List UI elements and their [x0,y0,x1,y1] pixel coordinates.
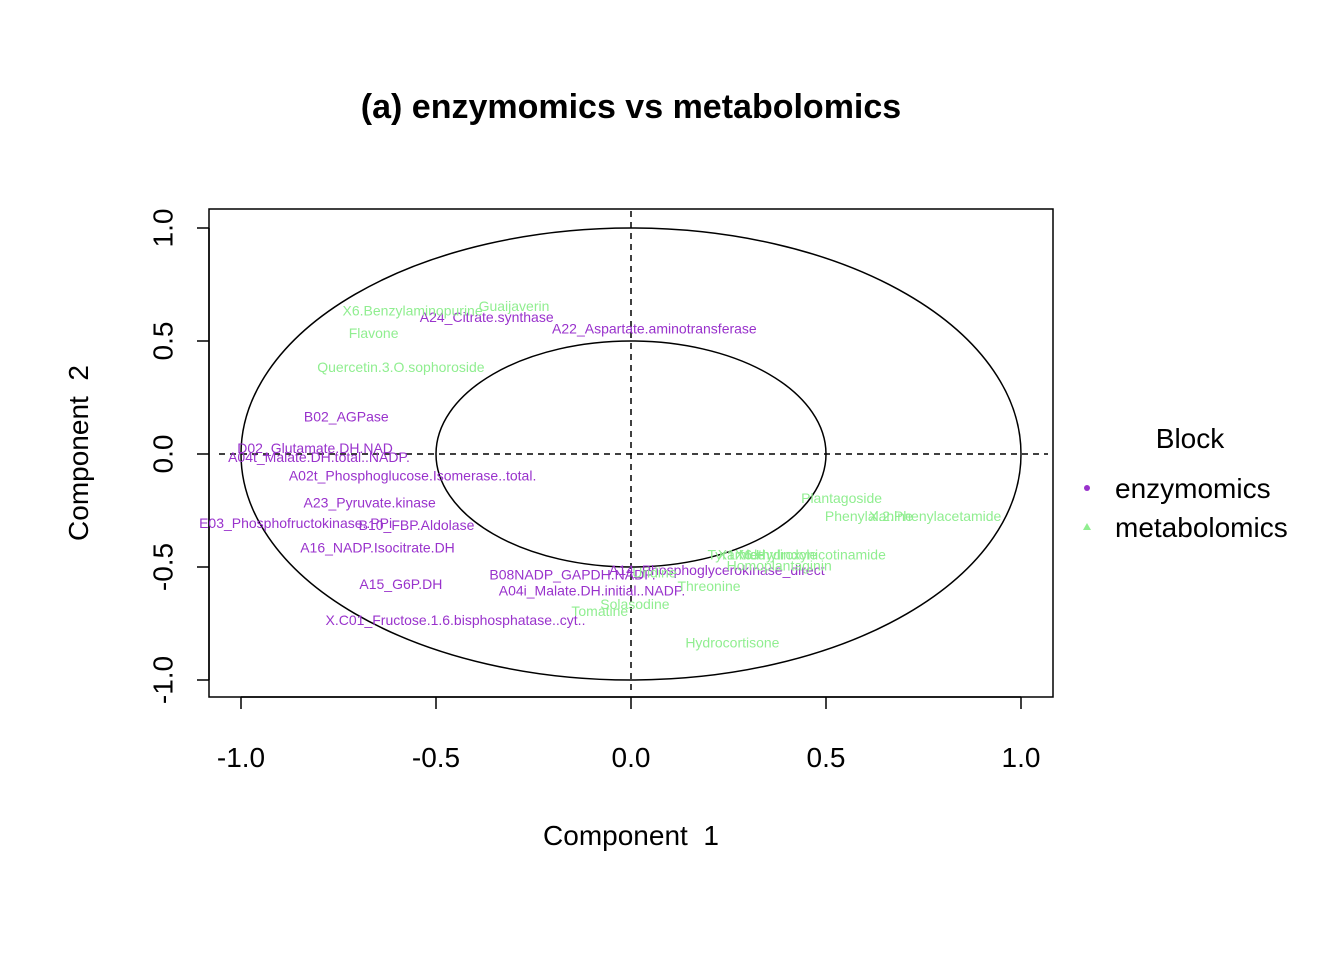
legend: Block enzymomics metabolomics [1083,423,1288,543]
point-label: A16_NADP.Isocitrate.DH [300,540,455,556]
point-label: X.2.Phenylacetamide [869,508,1002,524]
chart-title: (a) enzymomics vs metabolomics [361,88,901,126]
variable-labels: A24_Citrate.synthaseA22_Aspartate.aminot… [199,298,1001,651]
point-label: E03_Phosphofructokinase..PPi [199,515,392,531]
point-label: X.C01_Fructose.1.6.bisphosphatase..cyt.. [326,612,586,628]
x-tick-label: -0.5 [412,742,460,773]
point-label: Hydrocortisone [685,635,779,651]
y-tick-label: 0.5 [147,322,178,361]
point-label: A23_Pyruvate.kinase [304,494,437,510]
y-tick-label: -0.5 [147,543,178,591]
point-label: B02_AGPase [304,409,389,425]
point-label: D02_Glutamate.DH.NAD [237,440,393,456]
legend-marker-enzymomics [1084,485,1090,491]
x-tick-label: 1.0 [1002,742,1041,773]
legend-marker-metabolomics [1083,523,1091,530]
point-label: A04i_Malate.DH.initial..NADP. [499,583,686,599]
y-axis-label: Component 2 [63,365,94,541]
point-label: Tyramide [708,546,766,562]
y-axis: -1.0 -0.5 0.0 0.5 1.0 [147,209,210,704]
legend-label: metabolomics [1115,512,1288,543]
x-axis: -1.0 -0.5 0.0 0.5 1.0 [217,696,1041,773]
point-label: Tomatine [571,603,628,619]
point-label: A22_Aspartate.aminotransferase [552,320,757,336]
point-label: Quercetin.3.O.sophoroside [317,359,485,375]
x-tick-label: -1.0 [217,742,265,773]
point-label: B08NADP_GAPDH.NADP. [489,567,655,583]
y-tick-label: -1.0 [147,656,178,704]
point-label: A02t_Phosphoglucose.Isomerase..total. [289,467,537,483]
point-label: A04t_Malate.DH.total..NADP. [228,449,410,465]
point-label: Flavone [349,325,399,341]
point-label: X6.Hydroxynicotinamide [735,546,886,562]
point-label: Uridine [632,564,677,580]
y-tick-label: 1.0 [147,209,178,248]
point-label: A24_Citrate.synthase [420,309,554,325]
y-tick-label: 0.0 [147,435,178,474]
x-tick-label: 0.0 [612,742,651,773]
point-label: Guaijaverin [479,298,550,314]
point-label: B10_FBP.Aldolase [359,517,475,533]
reference-lines [219,211,1048,695]
point-label: Threonine [677,578,740,594]
point-label: A15_G6P.DH [359,576,442,592]
point-label: X1.Methylindole [718,546,818,562]
x-tick-label: 0.5 [807,742,846,773]
point-label: Solasodine [600,596,669,612]
legend-items: enzymomics metabolomics [1083,473,1288,543]
legend-title: Block [1156,423,1225,454]
point-label: X6.Benzylaminopurine [343,302,483,318]
x-axis-label: Component 1 [543,820,719,851]
point-label: A14_Phosphoglycerokinase_direct [609,562,825,578]
point-label: Phenylalanine [825,508,913,524]
point-label: Plantagoside [801,490,882,506]
legend-label: enzymomics [1115,473,1271,504]
point-label: Homoplantaginin [727,558,832,574]
